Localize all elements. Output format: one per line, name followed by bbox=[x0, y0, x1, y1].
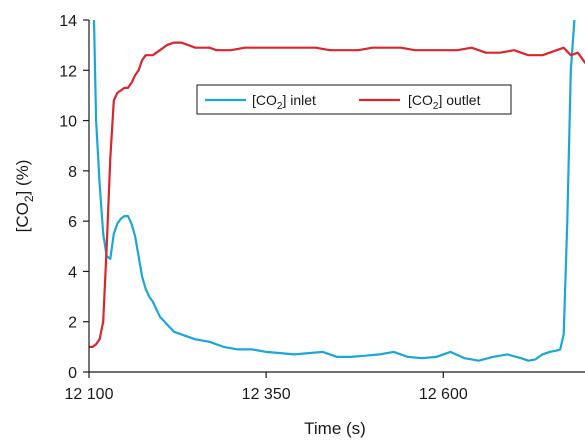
y-tick-label: 2 bbox=[68, 315, 77, 332]
series-line-outlet bbox=[89, 41, 585, 348]
y-ticks: 0 2 4 6 8 10 12 14 bbox=[59, 13, 89, 382]
y-tick-label: 4 bbox=[68, 264, 77, 281]
x-ticks: 12 100 12 350 12 600 bbox=[65, 372, 468, 403]
series-line-inlet bbox=[92, 20, 576, 362]
y-tick-label: 10 bbox=[59, 114, 77, 131]
x-tick-label: 12 100 bbox=[65, 386, 114, 403]
y-tick-label: 0 bbox=[68, 365, 77, 382]
y-tick-label: 8 bbox=[68, 164, 77, 181]
y-axis-title: [CO2] (%) bbox=[13, 160, 36, 233]
legend-label-outlet: [CO2] outlet bbox=[408, 92, 481, 112]
y-tick-label: 6 bbox=[68, 214, 77, 231]
y-tick-label: 14 bbox=[59, 13, 77, 30]
x-tick-label: 12 350 bbox=[242, 386, 291, 403]
legend-box bbox=[196, 84, 512, 115]
series-layer bbox=[89, 20, 585, 362]
y-tick-label: 12 bbox=[59, 63, 77, 80]
legend: [CO2] inlet [CO2] outlet bbox=[196, 84, 512, 115]
x-tick-label: 12 600 bbox=[419, 386, 468, 403]
x-axis-title: Time (s) bbox=[304, 419, 366, 438]
legend-label-inlet: [CO2] inlet bbox=[252, 92, 316, 112]
